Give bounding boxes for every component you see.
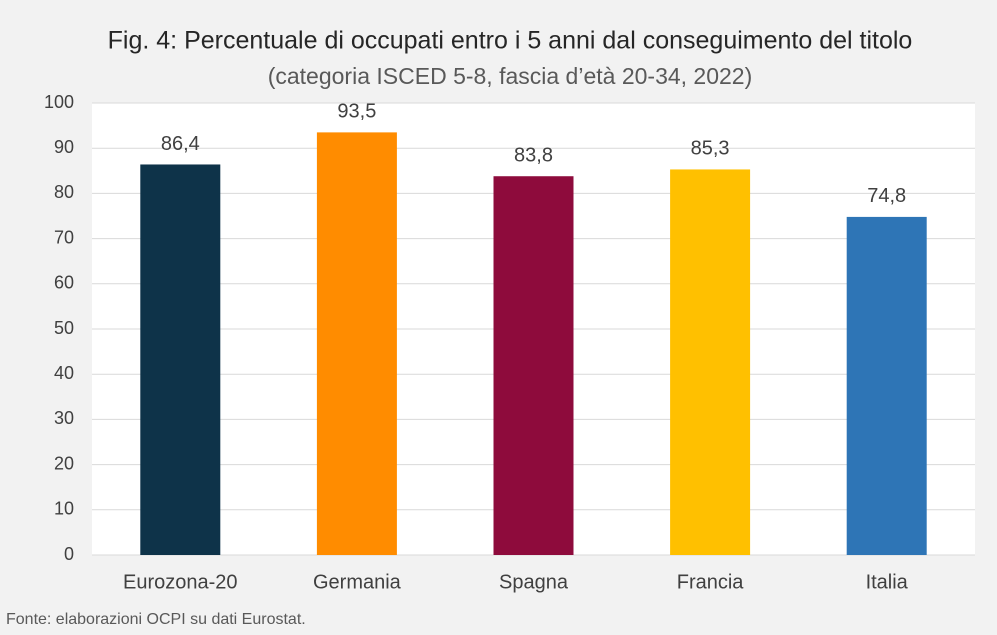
x-tick-label: Germania	[313, 571, 402, 593]
value-label: 74,8	[867, 185, 906, 207]
bar	[670, 169, 751, 555]
value-label: 93,5	[337, 101, 376, 123]
bar	[493, 176, 574, 555]
x-tick-label: Italia	[866, 571, 909, 593]
y-tick-label: 100	[44, 92, 74, 112]
value-label: 83,8	[514, 145, 553, 167]
x-tick-label: Spagna	[499, 571, 569, 593]
y-tick-label: 70	[54, 227, 74, 247]
y-tick-label: 80	[54, 182, 74, 202]
y-tick-label: 50	[54, 318, 74, 338]
y-tick-label: 10	[54, 499, 74, 519]
bar	[846, 216, 927, 556]
x-tick-label: Eurozona-20	[123, 571, 238, 593]
chart-title: Fig. 4: Percentuale di occupati entro i …	[108, 27, 913, 55]
y-tick-label: 0	[64, 544, 74, 564]
y-tick-label: 60	[54, 273, 74, 293]
value-label: 85,3	[691, 138, 730, 160]
y-tick-label: 30	[54, 408, 74, 428]
bar	[316, 132, 397, 555]
y-tick-label: 20	[54, 453, 74, 473]
source-note: Fonte: elaborazioni OCPI su dati Eurosta…	[6, 611, 306, 628]
chart-subtitle: (categoria ISCED 5-8, fascia d’età 20-34…	[268, 63, 753, 89]
bar	[140, 164, 221, 556]
value-label: 86,4	[161, 133, 200, 155]
y-tick-label: 40	[54, 363, 74, 383]
x-tick-label: Francia	[677, 571, 745, 593]
y-tick-label: 90	[54, 137, 74, 157]
